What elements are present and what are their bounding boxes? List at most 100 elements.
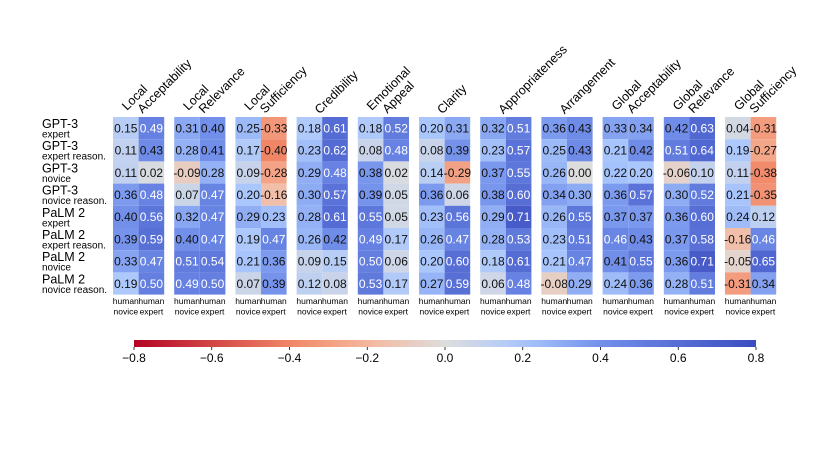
cell-value-label: 0.06 xyxy=(385,255,409,269)
heatmap-cell xyxy=(689,183,715,206)
heatmap-cell xyxy=(505,117,532,140)
heatmap-cell xyxy=(199,250,226,273)
heatmap-cell xyxy=(235,183,261,206)
subcolumn-label-rater: human xyxy=(138,296,164,306)
cell-value-label: 0.36 xyxy=(262,255,286,269)
heatmap-cell xyxy=(199,205,226,228)
cell-value-label: -0.06 xyxy=(663,166,691,180)
heatmap-cell xyxy=(602,161,629,184)
cell-value-label: 0.51 xyxy=(507,121,531,135)
cell-value-label: -0.33 xyxy=(260,121,288,135)
cell-value-label: 0.53 xyxy=(359,277,383,291)
heatmap-cell xyxy=(663,117,690,140)
cell-value-label: 0.20 xyxy=(420,255,444,269)
heatmap-cell xyxy=(480,250,506,273)
heatmap-cell xyxy=(113,117,139,140)
cell-value-label: 0.28 xyxy=(201,166,225,180)
heatmap-cell xyxy=(663,161,690,184)
cell-value-label: 0.20 xyxy=(420,121,444,135)
cell-value-label: 0.22 xyxy=(604,166,628,180)
cell-value-label: 0.26 xyxy=(298,232,322,246)
heatmap-cell xyxy=(628,205,654,228)
cell-value-label: 0.28 xyxy=(481,232,505,246)
cell-value-label: 0.23 xyxy=(262,210,286,224)
cell-value-label: 0.39 xyxy=(114,232,138,246)
cell-value-label: 0.47 xyxy=(446,232,470,246)
heatmap-cell xyxy=(261,205,287,228)
heatmap-cell xyxy=(113,250,139,273)
heatmap-cell xyxy=(174,183,200,206)
heatmap-cell xyxy=(383,250,409,273)
heatmap-cell xyxy=(725,161,751,184)
heatmap-cell xyxy=(750,272,777,295)
heatmap-cell xyxy=(113,228,139,251)
heatmap-cell xyxy=(383,139,409,162)
heatmap-cell xyxy=(663,205,690,228)
heatmap-cell xyxy=(322,250,348,273)
heatmap-cell xyxy=(663,228,690,251)
heatmap-cell xyxy=(602,205,629,228)
heatmap-cell xyxy=(567,272,593,295)
cell-value-label: 0.10 xyxy=(691,166,715,180)
cell-value-label: 0.29 xyxy=(481,210,505,224)
heatmap-cell xyxy=(419,272,445,295)
cell-value-label: 0.48 xyxy=(507,277,531,291)
cell-value-label: -0.38 xyxy=(750,166,778,180)
cell-value-label: 0.33 xyxy=(604,121,628,135)
heatmap-cell xyxy=(383,228,409,251)
cell-value-label: 0.62 xyxy=(323,144,347,158)
heatmap-cell xyxy=(480,205,506,228)
cell-value-label: 0.14 xyxy=(420,166,444,180)
cell-value-label: 0.61 xyxy=(323,210,347,224)
heatmap-cell xyxy=(750,117,777,140)
colorbar-tick-label: −0.6 xyxy=(200,351,224,365)
heatmap-cell xyxy=(383,161,409,184)
cell-value-label: 0.46 xyxy=(604,232,628,246)
heatmap-cell xyxy=(296,183,323,206)
cell-value-label: 0.61 xyxy=(323,121,347,135)
row-label-model: PaLM 2 xyxy=(42,206,85,220)
cell-value-label: 0.42 xyxy=(629,144,653,158)
row-label-setting: expert reason. xyxy=(42,241,106,252)
cell-value-label: 0.36 xyxy=(604,188,628,202)
heatmap-cell xyxy=(444,139,471,162)
heatmap-cell xyxy=(199,139,226,162)
heatmap-cell xyxy=(541,228,567,251)
cell-value-label: 0.21 xyxy=(543,255,567,269)
heatmap-cell xyxy=(628,250,654,273)
heatmap-cell xyxy=(505,161,532,184)
subcolumn-label-rater: human xyxy=(506,296,532,306)
subcolumn-label-rater: human xyxy=(725,296,751,306)
cell-value-label: 0.21 xyxy=(604,144,628,158)
heatmap-cell xyxy=(174,250,200,273)
heatmap-cell xyxy=(419,117,445,140)
subcolumn-label-rater: human xyxy=(322,296,348,306)
row-label-model: GPT-3 xyxy=(42,139,78,153)
cell-value-label: 0.49 xyxy=(359,232,383,246)
cell-value-label: 0.60 xyxy=(446,255,470,269)
cell-value-label: 0.15 xyxy=(323,255,347,269)
cell-value-label: 0.20 xyxy=(237,188,261,202)
heatmap-cell xyxy=(567,205,593,228)
heatmap-cell xyxy=(138,161,165,184)
cell-value-label: 0.47 xyxy=(568,255,592,269)
subcolumn-label-rater: human xyxy=(200,296,226,306)
cell-value-label: -0.29 xyxy=(444,166,472,180)
heatmap-cell xyxy=(174,228,200,251)
heatmap-cell xyxy=(725,228,751,251)
cell-value-label: 0.55 xyxy=(507,166,531,180)
subcolumn-label-rater: human xyxy=(383,296,409,306)
cell-value-label: 0.36 xyxy=(665,210,689,224)
subcolumn-label-rater: human xyxy=(113,296,139,306)
cell-value-label: 0.34 xyxy=(629,121,653,135)
cell-value-label: 0.56 xyxy=(140,210,164,224)
heatmap-cell xyxy=(138,228,165,251)
cell-value-label: 0.11 xyxy=(115,144,138,158)
cell-value-label: 0.27 xyxy=(420,277,444,291)
colorbar-tick-label: −0.4 xyxy=(278,351,302,365)
heatmap-cell xyxy=(138,183,165,206)
cell-value-label: 0.47 xyxy=(201,210,225,224)
cell-value-label: 0.57 xyxy=(323,188,347,202)
